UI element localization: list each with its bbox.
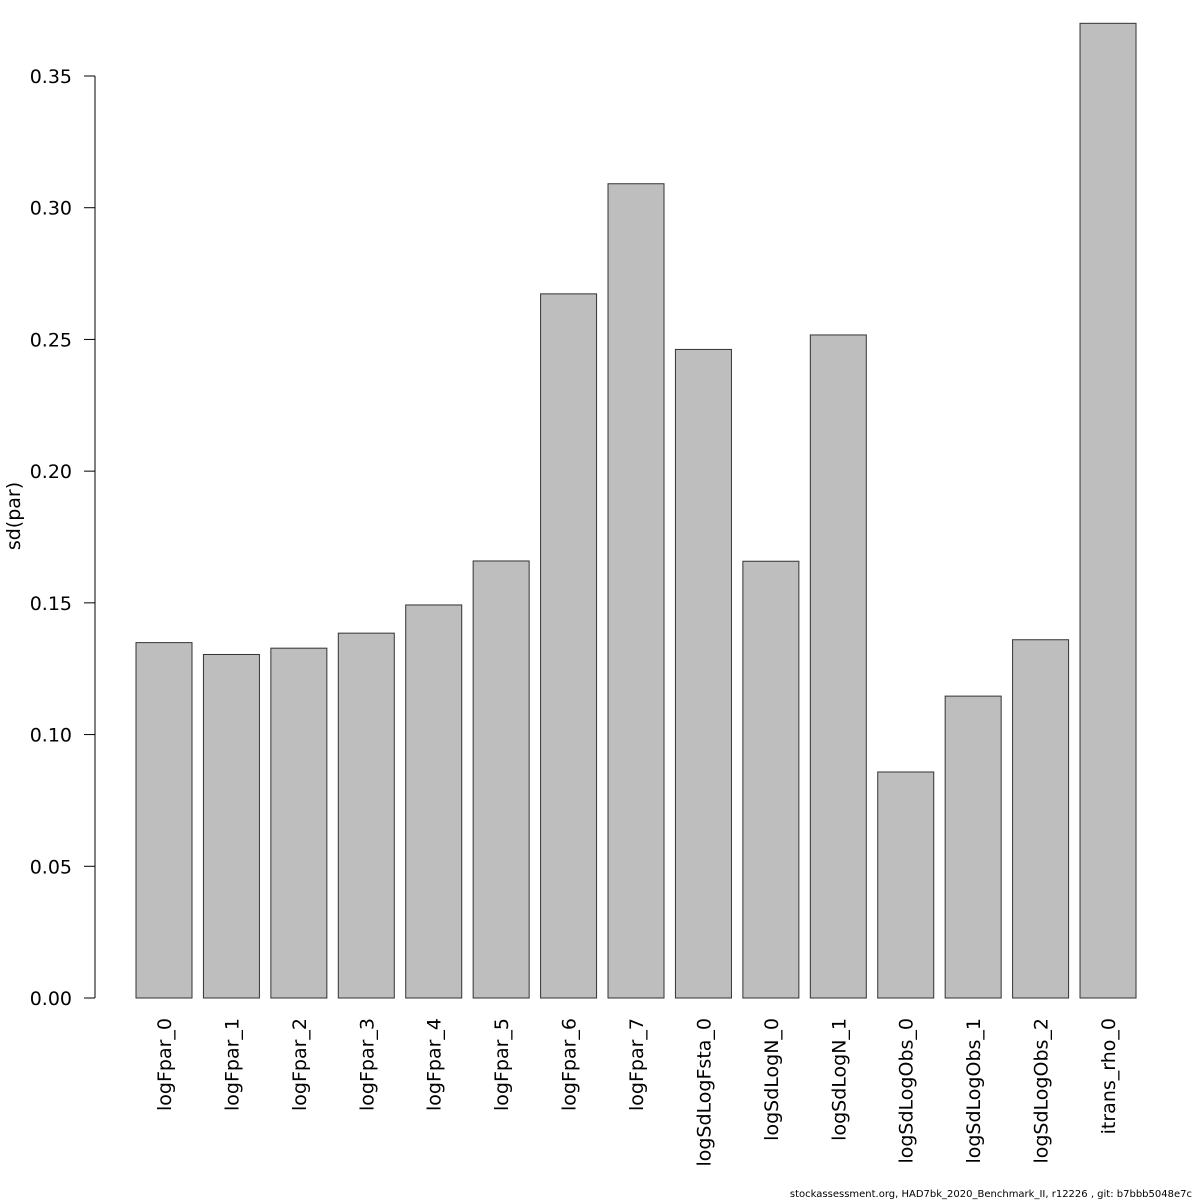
x-tick-label: logFpar_1 (221, 1018, 243, 1111)
bar-logFpar_0 (135, 642, 193, 999)
x-tick-label: logFpar_2 (289, 1018, 311, 1111)
x-tick-label: logFpar_0 (154, 1018, 176, 1111)
x-tick-label: logFpar_6 (559, 1018, 581, 1111)
x-tick-label: logFpar_3 (356, 1018, 378, 1111)
bar-logSdLogN_1 (809, 334, 867, 999)
bar-itrans_rho_0 (1079, 22, 1137, 999)
bar-logFpar_2 (270, 647, 328, 999)
bar-logSdLogN_0 (742, 560, 800, 999)
bar-logFpar_7 (607, 183, 665, 999)
footer-text: stockassessment.org, HAD7bk_2020_Benchma… (790, 1189, 1192, 1200)
y-tick-label: 0.30 (30, 198, 72, 220)
x-tick-label: logSdLogFsta_0 (693, 1018, 715, 1167)
y-tick-label: 0.15 (30, 593, 72, 615)
bar-logSdLogFsta_0 (674, 348, 732, 999)
y-tick-label: 0.25 (30, 329, 72, 351)
x-tick-label: logSdLogObs_1 (963, 1018, 985, 1164)
x-tick-label: logFpar_5 (491, 1018, 513, 1111)
x-tick-label: logSdLogN_1 (828, 1018, 850, 1141)
y-tick-label: 0.35 (30, 66, 72, 88)
y-tick-label: 0.05 (30, 856, 72, 878)
y-tick-label: 0.10 (30, 725, 72, 747)
bar-logFpar_5 (472, 560, 530, 999)
x-tick-label: logFpar_7 (626, 1018, 648, 1111)
y-tick-label: 0.20 (30, 461, 72, 483)
bar-logFpar_1 (202, 653, 260, 999)
bar-logFpar_4 (405, 604, 463, 999)
x-tick-label: logFpar_4 (424, 1018, 446, 1111)
bar-logSdLogObs_1 (944, 695, 1002, 999)
bar-logFpar_6 (540, 293, 598, 999)
bar-logSdLogObs_0 (877, 771, 935, 999)
x-tick-label: logSdLogObs_0 (896, 1018, 918, 1164)
bars (135, 22, 1137, 999)
x-tick-label: logSdLogN_0 (761, 1018, 783, 1141)
bar-logFpar_3 (337, 632, 395, 999)
bar-logSdLogObs_2 (1012, 639, 1070, 999)
x-tick-label: logSdLogObs_2 (1031, 1018, 1053, 1164)
y-axis: 0.00 0.05 0.10 0.15 0.20 0.25 0.30 0.35 (30, 66, 96, 1010)
x-tick-label: itrans_rho_0 (1098, 1018, 1120, 1134)
x-axis-labels: logFpar_0 logFpar_1 logFpar_2 logFpar_3 logF… (154, 1018, 1120, 1167)
y-tick-label: 0.00 (30, 988, 72, 1010)
y-axis-title: sd(par) (3, 482, 25, 550)
